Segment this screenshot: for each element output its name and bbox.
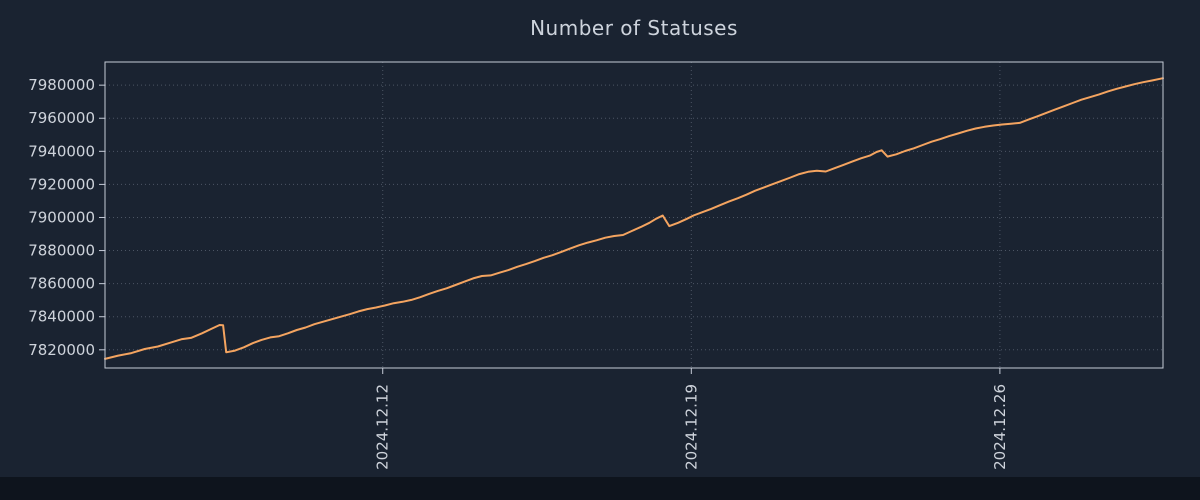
y-tick-label: 7900000 (28, 208, 95, 226)
y-tick-label: 7960000 (28, 109, 95, 127)
y-tick-label: 7980000 (28, 76, 95, 94)
series-line (104, 77, 1164, 360)
plot-border (104, 61, 1164, 369)
y-tick-label: 7940000 (28, 142, 95, 160)
x-tick-label: 2024.12.19 (682, 384, 700, 470)
x-tick-label: 2024.12.26 (991, 384, 1009, 470)
chart-title: Number of Statuses (530, 16, 738, 40)
y-tick-label: 7860000 (28, 275, 95, 293)
y-tick-label: 7880000 (28, 242, 95, 260)
y-tick-label: 7820000 (28, 341, 95, 359)
x-tick-label: 2024.12.12 (374, 384, 392, 470)
bottom-panel (0, 477, 1200, 500)
y-tick-label: 7840000 (28, 308, 95, 326)
y-tick-label: 7920000 (28, 175, 95, 193)
